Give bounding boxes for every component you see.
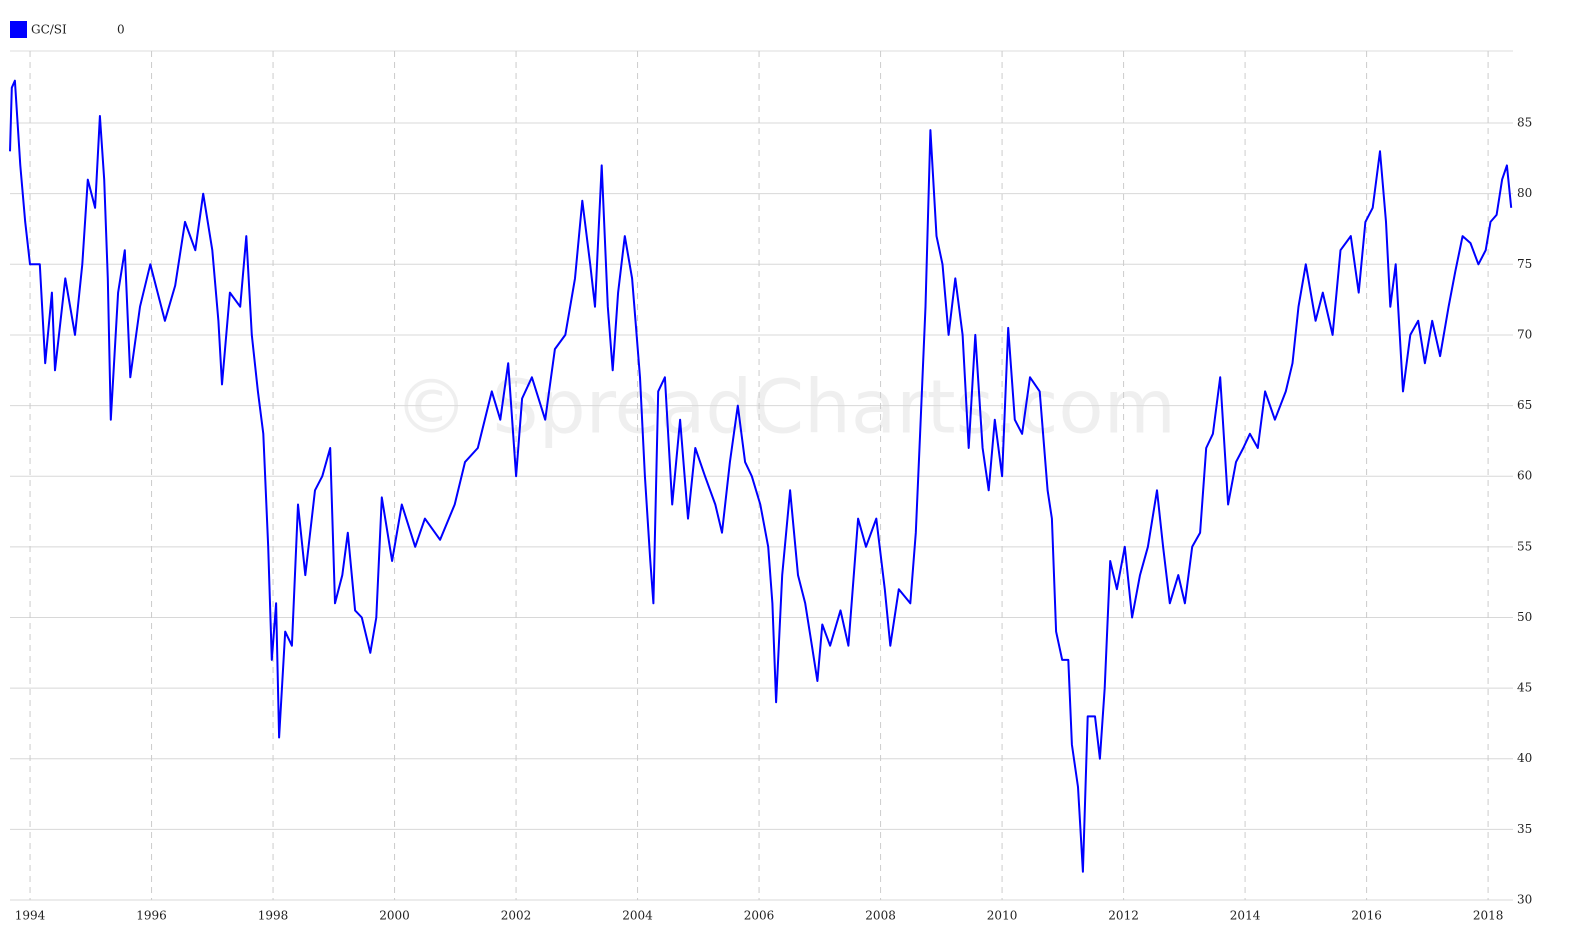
- x-tick-label: 2006: [744, 909, 775, 923]
- y-tick-label: 75: [1517, 257, 1532, 271]
- x-tick-label: 2002: [501, 909, 532, 923]
- y-tick-label: 70: [1517, 327, 1532, 341]
- x-tick-label: 2010: [987, 909, 1018, 923]
- legend-value: 0: [117, 23, 125, 37]
- x-tick-label: 2000: [379, 909, 410, 923]
- x-tick-label: 2016: [1351, 909, 1382, 923]
- x-tick-label: 1994: [15, 909, 46, 923]
- watermark: © SpreadCharts.com: [394, 365, 1176, 451]
- x-tick-label: 1996: [136, 909, 167, 923]
- x-tick-label: 2018: [1473, 909, 1504, 923]
- y-tick-label: 55: [1517, 539, 1532, 553]
- y-tick-label: 65: [1517, 398, 1532, 412]
- y-tick-label: 35: [1517, 822, 1532, 836]
- y-tick-label: 85: [1517, 116, 1532, 130]
- legend-label: GC/SI: [31, 23, 67, 37]
- y-tick-label: 60: [1517, 469, 1532, 483]
- legend-swatch: [10, 21, 27, 38]
- y-tick-label: 45: [1517, 681, 1532, 695]
- y-tick-label: 40: [1517, 751, 1532, 765]
- x-tick-label: 2014: [1230, 909, 1261, 923]
- x-tick-label: 2004: [622, 909, 653, 923]
- x-tick-label: 2012: [1108, 909, 1139, 923]
- y-tick-label: 50: [1517, 610, 1532, 624]
- data-line: [9, 79, 1513, 873]
- y-tick-label: 80: [1517, 186, 1532, 200]
- x-tick-label: 2008: [865, 909, 896, 923]
- y-tick-label: 30: [1517, 893, 1532, 907]
- x-tick-label: 1998: [258, 909, 289, 923]
